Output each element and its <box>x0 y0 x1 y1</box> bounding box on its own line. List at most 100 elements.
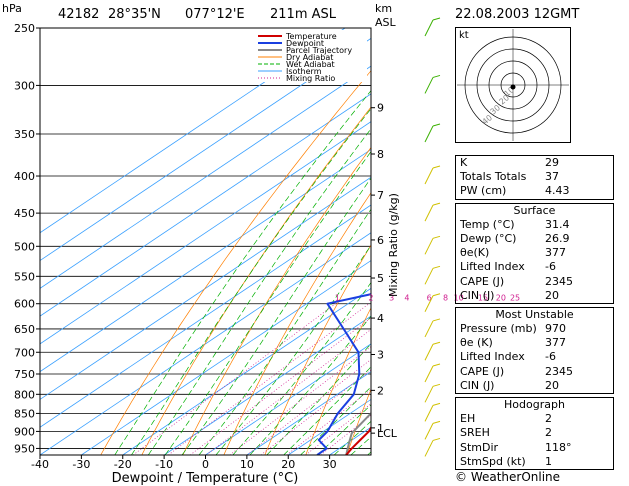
pressure-tick-label: 450 <box>14 207 35 220</box>
wet-adiabat-line <box>232 281 371 455</box>
index-label: StmDir <box>460 440 499 454</box>
wind-barb-flag <box>432 202 441 206</box>
hodograph-title: Hodograph <box>504 398 565 411</box>
index-row: StmDir 118° <box>456 441 613 455</box>
wind-barb-flag <box>432 123 441 127</box>
wet-adiabat-line <box>131 108 371 455</box>
pressure-tick-label: 800 <box>14 388 35 401</box>
dry-adiabat-line <box>264 244 371 455</box>
wind-barb <box>424 77 434 94</box>
height-tick-label: LCL <box>377 427 398 440</box>
mixing-ratio-label: 10 <box>453 294 463 303</box>
index-row: Lifted Index -6 <box>456 350 613 364</box>
isotherm-line <box>40 204 371 428</box>
wind-barb <box>424 19 434 37</box>
index-label: Totals Totals <box>460 170 527 184</box>
index-label: CIN (J) <box>460 378 495 392</box>
isotherm-line <box>40 65 371 289</box>
index-value: -6 <box>545 260 556 274</box>
wind-barb <box>424 365 434 383</box>
pressure-tick-label: 600 <box>14 298 35 311</box>
mixing-ratio-label: 20 <box>496 294 506 303</box>
index-row: CAPE (J) 2345 <box>456 275 613 289</box>
dewpoint-line <box>316 293 371 455</box>
mixing-ratio-line <box>286 388 371 455</box>
index-value: 2345 <box>545 274 573 288</box>
index-value: 20 <box>545 288 559 302</box>
index-row: Totals Totals 37 <box>456 170 613 184</box>
station-elevation: 211m ASL <box>270 7 337 22</box>
isotherm-line <box>40 37 371 262</box>
height-tick-label: 7 <box>377 189 384 202</box>
temperature-line <box>345 425 371 455</box>
wet-adiabat-line <box>198 208 371 455</box>
index-value: 26.9 <box>545 231 570 245</box>
legend-label: Mixing Ratio <box>286 74 335 83</box>
pressure-tick-label: 400 <box>14 170 35 183</box>
hodograph: kt 40 30 20 10 <box>455 27 571 143</box>
isotherm-line <box>40 148 371 373</box>
temperature-tick-label: -40 <box>31 458 49 471</box>
index-value: 1 <box>545 454 552 468</box>
hpa-unit: hPa <box>2 2 22 15</box>
index-value: 2 <box>545 412 552 426</box>
temperature-tick-label: -20 <box>114 458 132 471</box>
height-tick-label: 3 <box>377 349 384 362</box>
index-value: -6 <box>545 350 556 364</box>
wind-barb <box>424 440 434 457</box>
mixing-ratio-line <box>229 346 371 455</box>
index-row: CAPE (J) 2345 <box>456 365 613 379</box>
pressure-tick-label: 500 <box>14 240 35 253</box>
index-label: Temp (°C) <box>460 217 515 231</box>
index-row: Lifted Index -6 <box>456 260 613 274</box>
temperature-tick-label: -10 <box>155 458 173 471</box>
pressure-tick-label: 850 <box>14 407 35 420</box>
temperature-tick-label: -30 <box>72 458 90 471</box>
index-value: 2 <box>545 426 552 440</box>
mixing-ratio-line <box>320 414 371 455</box>
index-label: EH <box>460 412 476 426</box>
pressure-tick-label: 250 <box>14 22 35 35</box>
datetime: 22.08.2003 12GMT <box>455 7 579 22</box>
pressure-tick-label: 350 <box>14 128 35 141</box>
height-tick-label: 9 <box>377 102 384 115</box>
wind-barb <box>424 386 434 403</box>
isotherm-line <box>40 28 346 234</box>
wet-adiabat-line <box>164 151 371 455</box>
height-tick-label: 4 <box>377 312 384 325</box>
mixing-ratio-line <box>246 358 371 455</box>
index-row: EH 2 <box>456 412 613 426</box>
legend-label: Dewpoint <box>286 39 324 48</box>
mixing-ratio-line <box>305 403 371 455</box>
wind-barb-flag <box>432 318 441 322</box>
dry-adiabat-line <box>346 388 371 455</box>
wind-barb <box>424 344 434 361</box>
index-label: θe (K) <box>460 336 493 350</box>
mixing-ratio-label: 8 <box>443 294 448 303</box>
index-row: StmSpd (kt) 1 <box>456 455 613 469</box>
wind-barb-flag <box>432 293 441 297</box>
index-row: CIN (J) 20 <box>456 379 613 393</box>
wind-barb-flag <box>432 383 441 387</box>
isotherm-line <box>81 260 371 455</box>
index-value: 20 <box>545 378 559 392</box>
station-lat: 28°35'N <box>108 7 161 22</box>
wind-barb <box>424 295 434 312</box>
index-value: 37 <box>545 170 559 184</box>
temperature-tick-label: 10 <box>240 458 254 471</box>
copyright: © WeatherOnline <box>455 470 560 484</box>
index-label: StmSpd (kt) <box>460 454 526 468</box>
mixing-ratio-label: 3 <box>389 294 394 303</box>
wind-barb-flag <box>432 74 441 78</box>
height-tick-label: 6 <box>377 234 384 247</box>
wind-barb <box>424 268 434 285</box>
wet-adiabat-line <box>266 343 371 455</box>
mixing-ratio-line <box>132 303 336 455</box>
hodograph-unit: kt <box>459 30 469 41</box>
pressure-tick-label: 700 <box>14 346 35 359</box>
pressure-tick-label: 900 <box>14 425 35 438</box>
index-value: 377 <box>545 246 566 260</box>
index-row: Dewp (°C) 26.9 <box>456 232 613 246</box>
index-value: 118° <box>545 440 572 454</box>
